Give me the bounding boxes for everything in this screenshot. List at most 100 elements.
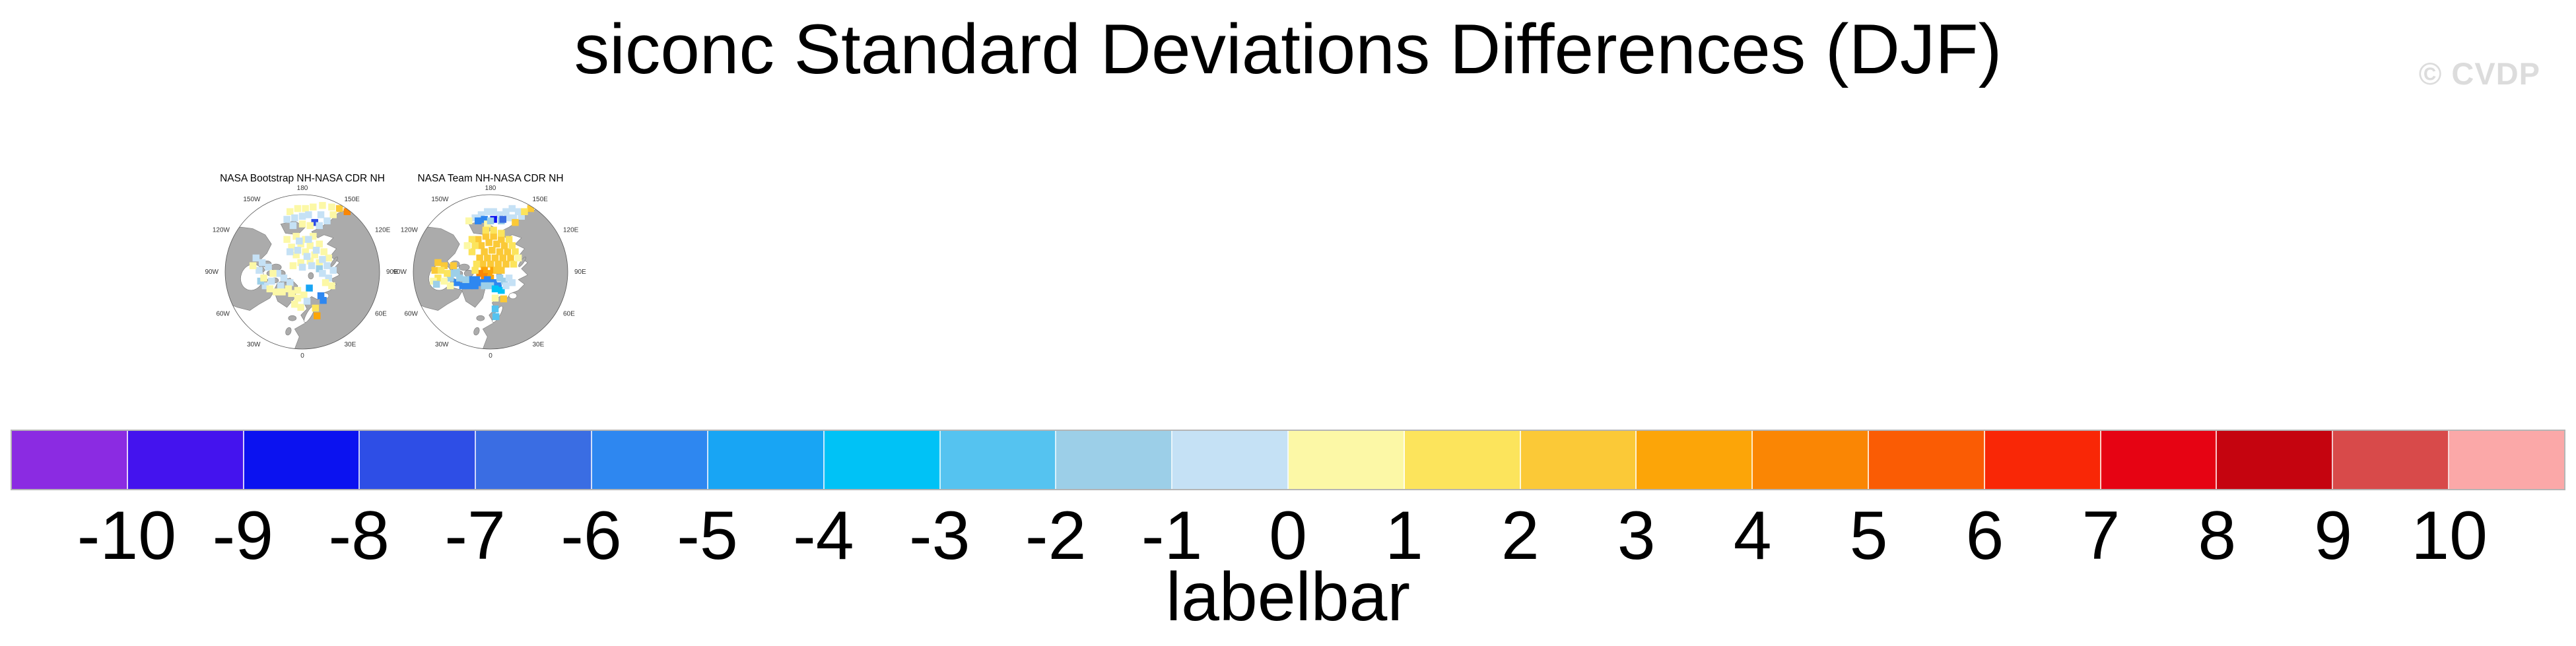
colorbar-tick-label: -1 [1141,498,1203,574]
difference-cell [485,239,492,246]
colorbar-tick-label: -2 [1025,498,1087,574]
difference-cell [319,270,326,277]
difference-cell [514,208,522,215]
difference-cell [471,282,479,290]
difference-cell [310,203,317,210]
difference-cell [473,276,481,283]
difference-cell [468,236,476,243]
difference-cell [314,312,321,319]
longitude-label: 150W [431,196,449,203]
page-title: siconc Standard Deviations Differences (… [574,9,2002,88]
difference-cell [499,254,506,262]
difference-cell [288,290,295,297]
colorbar-cell [1637,431,1753,489]
difference-cell [298,220,306,228]
map-island [308,272,314,280]
difference-cell [471,267,479,274]
difference-cell [453,268,460,276]
map-inlet [508,292,518,300]
difference-cell [249,262,257,269]
difference-cell [291,300,298,308]
colorbar-cell [127,431,244,489]
map-island [458,263,470,271]
difference-cell [296,238,303,245]
difference-cell [493,267,500,274]
difference-cell [462,276,469,283]
difference-cell [294,286,302,294]
difference-cell [266,285,274,292]
difference-cell [518,212,525,220]
difference-cell [498,267,505,274]
difference-cell [471,242,479,249]
colorbar-cell [1056,431,1173,489]
difference-cell [316,265,323,273]
longitude-label: 180 [297,185,308,192]
difference-cell [302,248,309,255]
difference-cell [510,261,518,268]
difference-cell [527,205,535,212]
difference-cell [453,279,460,286]
difference-cell [308,262,316,269]
colorbar-cell [708,431,825,489]
colorbar-cell [12,431,128,489]
difference-cell [303,253,311,260]
difference-cell [292,232,300,240]
difference-cell [280,275,288,282]
difference-cell [319,202,326,209]
longitude-label: 180 [485,185,496,192]
difference-cell [500,295,508,303]
difference-cell [468,248,476,255]
difference-cell [446,275,454,282]
colorbar-cell [1520,431,1637,489]
map-plot-team: 180 150E 120E 90E 60E 30E 0 30W 60W 90W 120W 150W [393,183,586,363]
difference-cell [316,222,323,230]
difference-cell [320,297,327,304]
difference-cell [477,242,485,249]
difference-cell [300,291,308,299]
difference-cell [446,282,454,290]
longitude-label: 150E [533,196,549,203]
colorbar-tick-label: 6 [1965,498,2004,574]
difference-cell [504,214,511,222]
difference-cell [312,247,320,254]
difference-cell [287,279,294,286]
difference-cell [317,211,325,218]
colorbar-cell [1288,431,1405,489]
map-island [288,315,297,321]
difference-cell [311,251,318,259]
difference-cell [521,208,528,215]
difference-cell [459,282,467,290]
difference-cell [502,208,510,215]
difference-cell [494,261,502,268]
difference-cell [496,248,504,255]
difference-cell [508,242,516,249]
difference-cell [328,282,335,290]
difference-cell [479,261,487,268]
difference-cell [440,277,448,285]
difference-cell [294,205,302,212]
difference-cell [291,214,298,222]
difference-cell [289,222,297,230]
colorbar-tick-label: 8 [2198,498,2237,574]
longitude-label: 120E [563,227,579,234]
colorbar-tick-label: -6 [560,498,622,574]
difference-cell [490,226,497,234]
map-island [285,327,292,336]
difference-cell [320,248,327,255]
colorbar-cell [476,431,593,489]
colorbar-cell [1869,431,1985,489]
difference-cell [512,248,519,255]
difference-cell [305,211,312,218]
difference-cell [482,226,490,234]
difference-cell [431,267,438,274]
difference-cell [255,267,263,274]
difference-cell [491,254,499,262]
colorbar-tick-label: -9 [212,498,274,574]
longitude-label: 90W [205,269,219,276]
difference-cell [500,277,508,285]
difference-cell [306,242,314,249]
difference-cell [317,292,325,300]
difference-cell [444,270,451,277]
difference-cell [484,254,491,262]
